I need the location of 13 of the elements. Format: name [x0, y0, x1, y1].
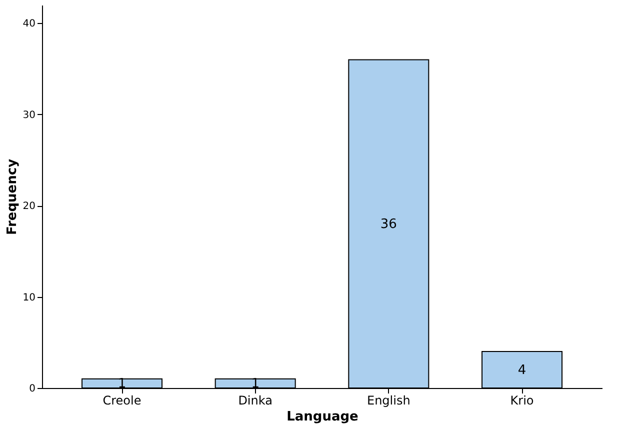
y-axis-title: Frequency	[4, 158, 20, 236]
data-label: 4	[518, 362, 526, 378]
x-tick-label: Dinka	[238, 394, 272, 408]
x-tick-label: Krio	[510, 394, 534, 408]
y-tick-label: 10	[22, 292, 36, 304]
x-axis-title: Language	[286, 410, 359, 424]
y-tick-label: 30	[22, 110, 36, 121]
x-tick-label: English	[366, 394, 410, 408]
x-tick-label: Creole	[102, 394, 142, 408]
y-tick-label: 40	[22, 18, 36, 30]
y-tick-label: 20	[22, 201, 36, 212]
y-tick-label: 0	[29, 384, 36, 394]
data-label: 36	[380, 216, 397, 232]
